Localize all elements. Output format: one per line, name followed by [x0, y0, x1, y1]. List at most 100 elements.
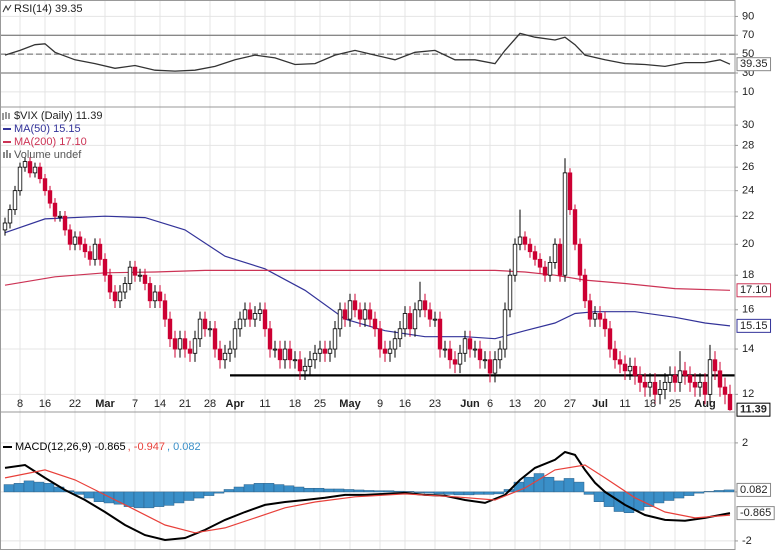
y-tick-label: 22	[742, 210, 754, 222]
candle-body	[292, 359, 298, 362]
histogram-bar	[673, 491, 685, 499]
candle-body	[157, 291, 163, 302]
candle-body	[717, 370, 723, 388]
candle-body	[212, 328, 218, 350]
y-tick-label: 18	[742, 269, 754, 281]
candle-body	[452, 359, 458, 365]
candle-body	[517, 236, 523, 245]
candle-body	[227, 348, 233, 354]
candle-body	[702, 381, 708, 395]
histogram-bar	[233, 486, 245, 493]
histogram-bar	[413, 491, 425, 493]
candle-body	[87, 251, 93, 260]
x-tick-label: 11	[259, 398, 270, 410]
volume-icon	[3, 150, 11, 158]
histogram-bar	[43, 483, 55, 493]
x-tick-label: 27	[564, 398, 576, 410]
histogram-bar	[133, 491, 145, 509]
candle-body	[322, 348, 328, 354]
candle-body	[602, 318, 608, 330]
histogram-bar	[563, 478, 575, 493]
macd-line	[4, 450, 731, 542]
candle-body	[237, 318, 243, 330]
histogram-bar	[363, 490, 375, 493]
x-tick-label: 11	[619, 398, 630, 410]
candle-body	[642, 381, 648, 388]
candle-body	[497, 348, 503, 361]
candle-body	[667, 374, 673, 383]
candle-body	[652, 381, 658, 395]
candle-body	[267, 328, 273, 350]
candle-body	[527, 243, 533, 253]
candle-body	[697, 381, 703, 388]
y-tick-label: 50	[742, 48, 754, 60]
x-tick-label: 23	[429, 398, 441, 410]
candle-body	[562, 172, 568, 276]
rsi-icon	[2, 4, 12, 13]
histogram-bar	[293, 486, 305, 493]
candle-body	[97, 243, 103, 260]
volume-legend: Volume undef	[14, 149, 82, 161]
candle-body	[722, 386, 728, 395]
x-tick-label: 18	[289, 398, 301, 410]
candle-body	[707, 359, 713, 395]
candle-body	[152, 291, 158, 302]
candle-body	[107, 274, 113, 293]
candle-body	[12, 190, 18, 211]
candle-body	[172, 338, 178, 350]
histogram-bar	[663, 491, 675, 501]
histogram-bar	[533, 473, 545, 493]
candle-body	[197, 318, 203, 340]
candle-body	[282, 348, 288, 361]
histogram-bar	[393, 490, 405, 493]
candle-body	[202, 318, 208, 330]
candle-body	[592, 313, 598, 320]
x-tick-label: 9	[377, 398, 383, 410]
candle-body	[377, 328, 383, 350]
candle-body	[252, 313, 258, 320]
candle-body	[307, 359, 313, 367]
candle-body	[232, 328, 238, 350]
candle-body	[462, 338, 468, 354]
y-tick-label: -2	[742, 535, 752, 547]
y-tick-label: 70	[742, 29, 754, 41]
histogram-bar	[453, 491, 465, 496]
histogram-bar	[433, 491, 445, 495]
x-tick-label: 28	[204, 398, 216, 410]
candle-body	[217, 348, 223, 361]
x-tick-label: 14	[154, 398, 166, 410]
histogram-bar	[193, 491, 205, 499]
candle-body	[522, 236, 528, 245]
candle-body	[32, 166, 38, 174]
rsi-title: RSI(14) 39.35	[14, 3, 82, 15]
candle-body	[382, 348, 388, 354]
candle-body	[222, 352, 228, 361]
candle-body	[92, 243, 98, 260]
histogram-bar	[243, 484, 255, 493]
histogram-bar	[343, 489, 355, 493]
x-tick-label: 20	[534, 398, 546, 410]
value-badge-label: 0.082	[740, 484, 768, 496]
candle-body	[147, 283, 153, 302]
candle-body	[117, 291, 123, 302]
candle-body	[52, 202, 58, 217]
candle-body	[62, 215, 68, 231]
candle-body	[577, 243, 583, 276]
histogram-bar	[383, 490, 395, 493]
x-tick-label: 16	[399, 398, 411, 410]
candle-body	[492, 359, 498, 374]
candle-body	[532, 251, 538, 260]
candle-body	[262, 309, 268, 330]
candle-body	[467, 338, 473, 350]
candle-body	[57, 215, 63, 218]
histogram-bar	[523, 476, 535, 493]
candle-body	[647, 381, 653, 388]
x-tick-label: May	[339, 398, 361, 410]
x-tick-label: 25	[314, 398, 326, 410]
y-tick-label: 28	[742, 139, 754, 151]
moving-average-line	[4, 269, 731, 291]
y-tick-label: 90	[742, 10, 754, 22]
candle-body	[542, 266, 548, 276]
candle-body	[372, 318, 378, 330]
